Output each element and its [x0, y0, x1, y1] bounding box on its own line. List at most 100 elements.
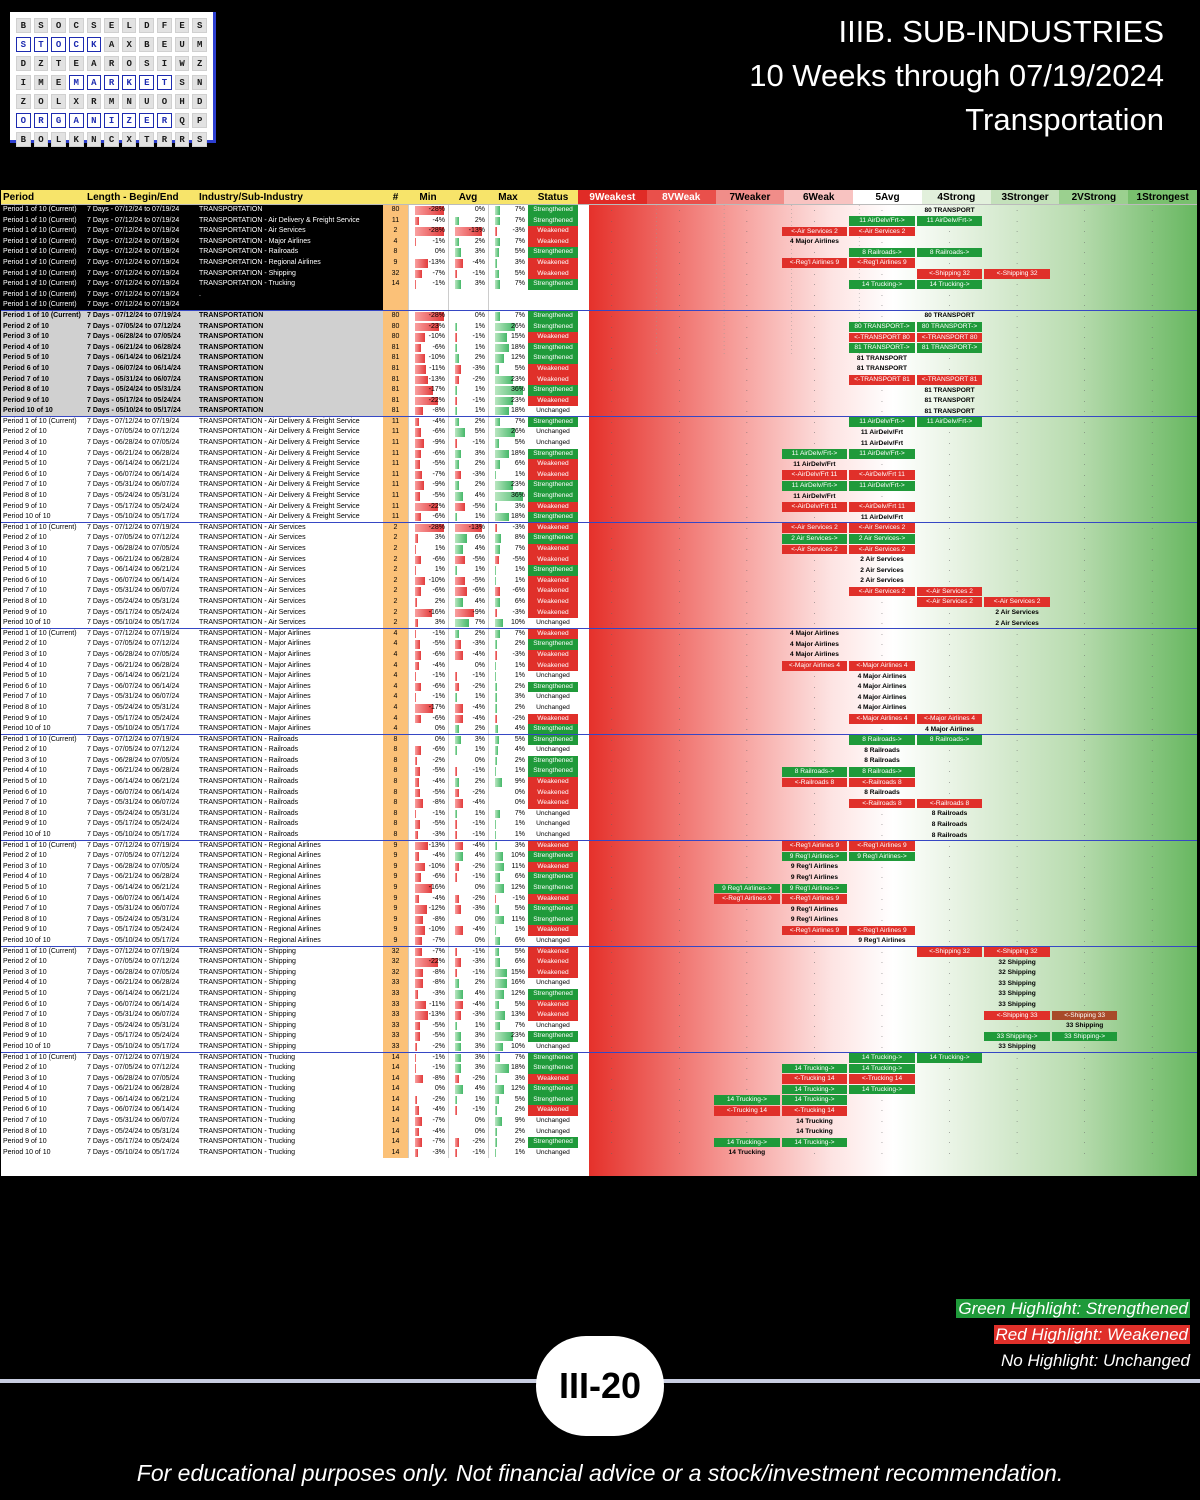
grid-dot: .: [745, 1053, 748, 1061]
avg-value: -4%: [472, 1000, 485, 1008]
grid-dot: .: [813, 958, 816, 966]
strength-grid-cell: ......... 11 AirDelv/Frt: [578, 438, 1197, 449]
table-row: Period 1 of 10 (Current) 7 Days - 07/12/2…: [1, 522, 1197, 534]
strength-column-header: 5Avg: [853, 190, 922, 204]
logo-cell: E: [51, 75, 66, 90]
min-bar: [415, 513, 422, 521]
max-value: 2%: [514, 756, 525, 764]
position-tag: 80 TRANSPORT: [924, 206, 975, 214]
avg-cell: -9%: [448, 607, 488, 619]
grid-dot: .: [1151, 682, 1154, 690]
grid-dot: .: [678, 555, 681, 563]
max-value: 7%: [514, 280, 525, 288]
grid-dot: .: [678, 1106, 681, 1114]
count-cell: 33: [383, 999, 408, 1011]
grid-dot: .: [1151, 1095, 1154, 1103]
min-bar: [415, 820, 421, 830]
min-cell: -10%: [408, 353, 448, 364]
max-bar: [495, 1095, 499, 1105]
avg-bar: [455, 1138, 460, 1147]
avg-bar: [455, 555, 466, 565]
avg-cell: 3%: [448, 734, 488, 746]
grid-dot: .: [948, 958, 951, 966]
table-row: Period 7 of 10 7 Days - 05/31/24 to 06/07…: [1, 798, 1197, 809]
table-row: Period 9 of 10 7 Days - 05/17/24 to 05/24…: [1, 1031, 1197, 1042]
min-bar: [415, 597, 418, 607]
avg-bar: [455, 439, 458, 448]
industry-cell: TRANSPORTATION - Air Services: [199, 523, 306, 531]
grid-dot: .: [881, 439, 883, 447]
position-tag: 33 Shipping: [998, 1043, 1036, 1051]
grid-dot: .: [813, 417, 816, 425]
count-cell: 9: [383, 257, 408, 269]
period-cell: Period 1 of 10 (Current): [3, 735, 77, 743]
min-bar: [415, 343, 422, 353]
table-row: Period 10 of 10 7 Days - 05/10/24 to 05/1…: [1, 724, 1197, 735]
max-value: 1%: [514, 926, 525, 934]
max-value: 5%: [514, 947, 525, 955]
grid-dot: .: [1016, 301, 1019, 309]
strength-grid-cell: .........: [578, 290, 1197, 301]
min-bar: [415, 1148, 419, 1158]
strength-grid-cell: .........8 Railroads: [578, 809, 1197, 820]
grid-dot: .: [1016, 396, 1019, 404]
min-cell: -6%: [408, 448, 448, 460]
grid-dot: .: [678, 619, 681, 627]
count-cell: 14: [383, 1094, 408, 1106]
avg-value: 1%: [474, 386, 485, 394]
period-cell: Period 1 of 10 (Current): [1, 205, 87, 216]
max-bar: [495, 725, 499, 733]
min-value: -1%: [432, 809, 445, 817]
table-row: Period 3 of 10 7 Days - 06/28/24 to 07/05…: [1, 332, 1197, 343]
avg-value: -1%: [472, 269, 485, 277]
count-cell: 8: [383, 734, 408, 746]
avg-bar: [455, 1148, 458, 1158]
avg-bar: [455, 386, 458, 395]
period-cell: Period 5 of 10: [3, 672, 47, 680]
industry-cell: TRANSPORTATION - Air Delivery & Freight …: [199, 439, 360, 447]
grid-dot: .: [948, 767, 951, 775]
logo-cell: R: [86, 94, 102, 109]
grid-dot: .: [948, 290, 951, 298]
grid-dot: .: [1083, 989, 1086, 997]
grid-dot: .: [881, 958, 883, 966]
grid-dot: .: [1083, 396, 1086, 404]
status-cell: [528, 289, 578, 301]
grid-dot: .: [948, 1064, 951, 1072]
grid-dot: .: [1016, 428, 1019, 436]
avg-cell: 2%: [448, 236, 488, 248]
grid-dot: .: [610, 470, 613, 478]
strength-grid-cell: .........8 Railroads: [578, 819, 1197, 830]
min-cell: -11%: [408, 363, 448, 375]
grid-dot: .: [1016, 460, 1019, 468]
min-cell: -3%: [408, 988, 448, 1000]
min-cell: -6%: [408, 649, 448, 661]
min-value: -6%: [432, 587, 445, 595]
length-cell: 7 Days - 07/12/24 to 07/19/24: [87, 268, 199, 280]
strength-grid-cell: ......... 11 AirDelv/Frt: [578, 491, 1197, 502]
max-value: -6%: [512, 587, 525, 595]
max-cell: 2%: [488, 1137, 528, 1148]
length-cell: 7 Days - 07/12/24 to 07/19/24: [87, 236, 199, 248]
avg-value: -2%: [472, 375, 485, 383]
length-cell: 7 Days - 07/12/24 to 07/19/24: [87, 205, 199, 216]
grid-dot: .: [1151, 227, 1154, 235]
grid-dot: .: [881, 1148, 883, 1156]
header-length: Length - Begin/End: [87, 192, 179, 203]
grid-dot: .: [678, 333, 681, 341]
max-cell: 5%: [488, 363, 528, 375]
avg-value: -1%: [472, 333, 485, 341]
count-cell: 2: [383, 586, 408, 597]
max-cell: 15%: [488, 967, 528, 979]
count-cell: 14: [383, 1147, 408, 1159]
industry-cell: TRANSPORTATION - Major Airlines: [199, 682, 311, 690]
avg-cell: 0%: [448, 755, 488, 767]
avg-value: 4%: [474, 597, 485, 605]
grid-dot: .: [1151, 968, 1154, 976]
length-cell: 7 Days - 06/07/24 to 06/14/24: [87, 576, 180, 584]
grid-dot: .: [1151, 725, 1154, 733]
grid-dot: .: [745, 417, 748, 425]
avg-cell: -4%: [448, 713, 488, 725]
avg-cell: 3%: [448, 448, 488, 460]
min-cell: -9%: [408, 438, 448, 449]
